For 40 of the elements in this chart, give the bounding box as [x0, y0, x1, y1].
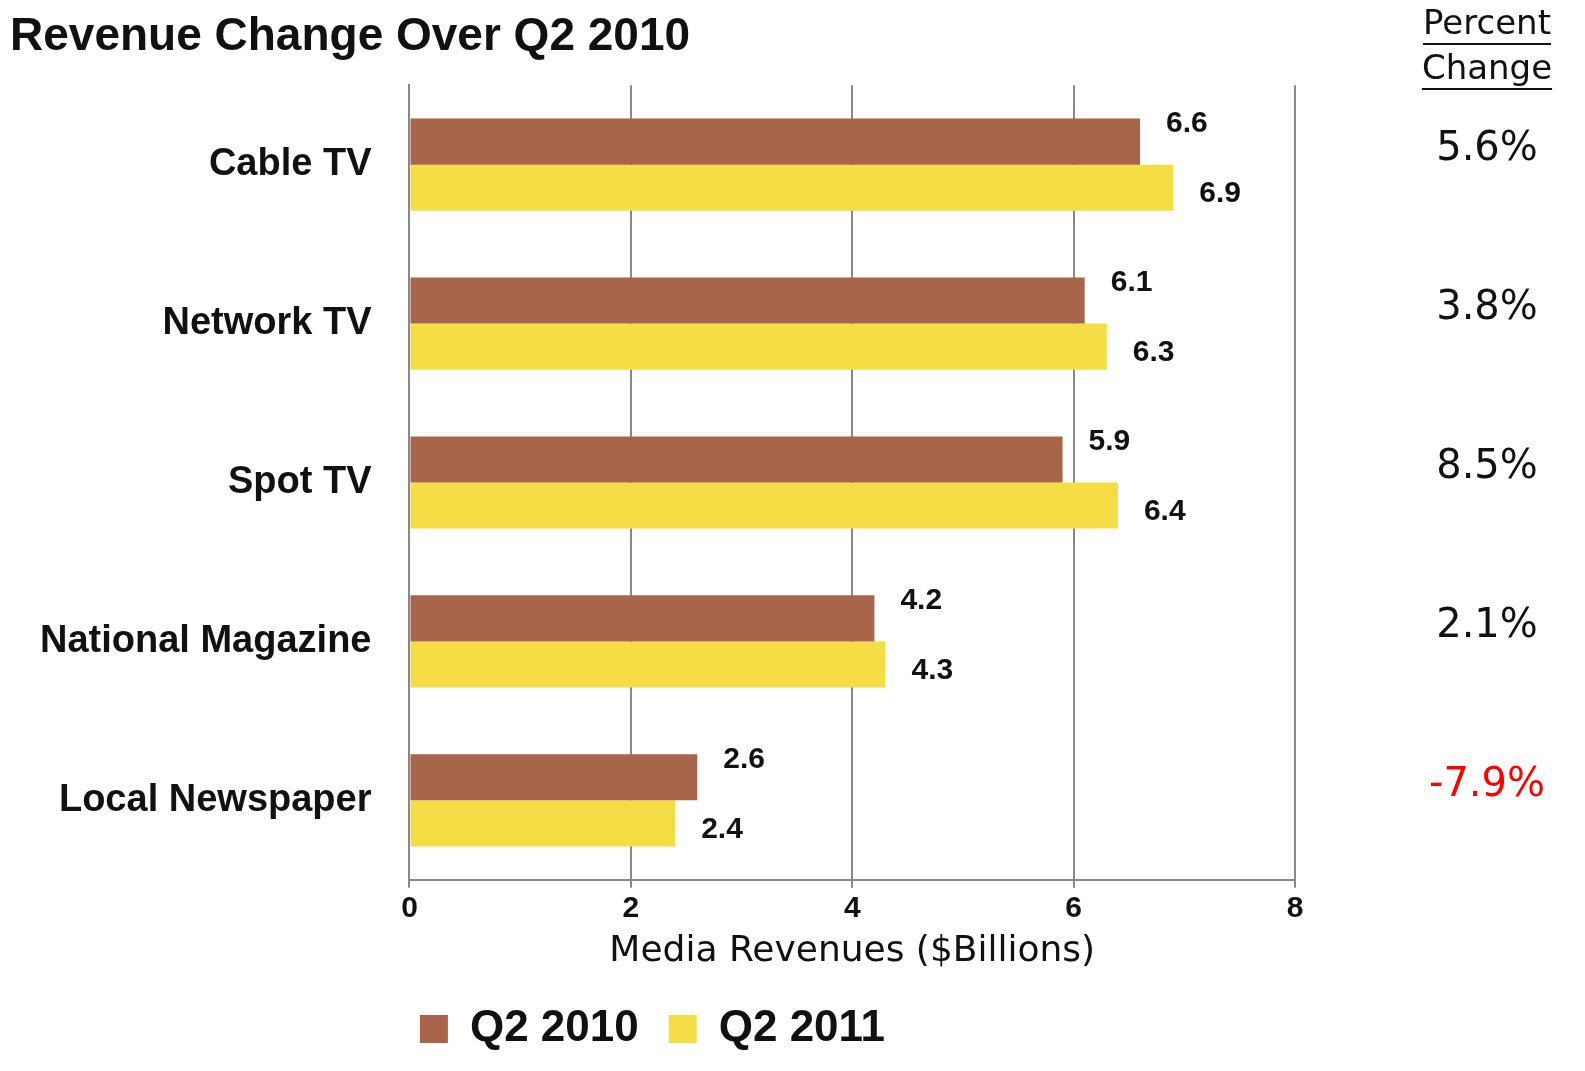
text: 2.1%: [1436, 599, 1538, 646]
data-label: 6.3: [1132, 333, 1175, 367]
bar: [410, 277, 1085, 324]
y-tick-label: National Magazine: [40, 617, 372, 660]
y-tick-label: Network TV: [162, 300, 373, 343]
y-tick-label: Cable TV: [208, 141, 373, 184]
data-label: 5.9: [1088, 422, 1131, 456]
data-label: 6.6: [1166, 104, 1208, 138]
legend-label: Q2 2011: [718, 1001, 886, 1051]
bar: [410, 164, 1174, 211]
bar: [410, 595, 875, 642]
data-label: 6.9: [1199, 174, 1241, 208]
x-tick-label: 6: [1065, 890, 1082, 924]
text: -7.9%: [1428, 758, 1546, 805]
bar: [410, 754, 698, 801]
data-label: 2.6: [723, 740, 765, 774]
x-tick-label: 0: [401, 890, 418, 924]
data-label: 4.3: [911, 651, 954, 685]
bar: [410, 641, 886, 688]
text: 3.8%: [1436, 281, 1538, 328]
text: Percent Change: [1421, 1, 1553, 87]
y-tick-label: Local Newspaper: [58, 776, 372, 819]
x-tick-label: 4: [843, 890, 861, 924]
x-tick-label: 8: [1286, 890, 1304, 924]
x-tick-label: 2: [622, 890, 640, 924]
bar: [410, 323, 1107, 370]
x-axis-title: Media Revenues ($Billions): [609, 927, 1096, 969]
data-label: 4.2: [900, 581, 943, 615]
text: 5.6%: [1436, 123, 1538, 170]
bar: [410, 800, 676, 847]
y-tick-label: Spot TV: [227, 458, 373, 501]
bar: [410, 482, 1118, 529]
chart-title: Revenue Change Over Q2 2010: [10, 8, 691, 61]
text: 8.5%: [1436, 440, 1538, 487]
data-label: 6.4: [1143, 492, 1186, 526]
bar: [410, 118, 1141, 165]
data-label: 2.4: [701, 810, 744, 844]
legend-label: Q2 2010: [469, 1001, 639, 1051]
bar: [410, 436, 1063, 483]
data-label: 6.1: [1110, 263, 1153, 297]
